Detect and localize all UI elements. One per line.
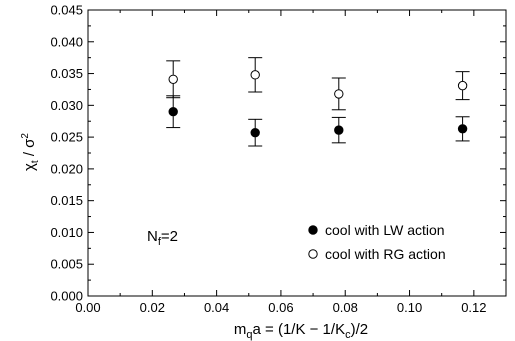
data-point <box>457 80 468 91</box>
data-point <box>457 124 468 134</box>
nf-annotation: Nf=2 <box>147 228 178 248</box>
data-point <box>168 106 178 117</box>
y-tick-label: 0.000 <box>50 289 83 304</box>
data-point <box>250 127 260 138</box>
y-tick-label: 0.020 <box>50 161 83 176</box>
x-tick-label: 0.12 <box>461 300 486 315</box>
legend-label-rg: cool with RG action <box>325 246 446 262</box>
x-axis-title: mqa = (1/K − 1/Kc)/2 <box>234 321 368 341</box>
x-tick-label: 0.02 <box>140 300 165 315</box>
x-tick-label: 0.08 <box>333 300 358 315</box>
data-point <box>250 70 260 80</box>
x-tick-label: 0.06 <box>268 300 293 315</box>
data-points <box>166 57 470 147</box>
ticks: 0.00 0.02 0.04 0.06 0.08 0.10 0.12 0.000 0.005 0.… <box>50 3 507 315</box>
x-tick-label: 0.10 <box>397 300 422 315</box>
x-tick-label: 0.00 <box>75 300 100 315</box>
data-point <box>168 74 178 84</box>
y-tick-label: 0.030 <box>50 98 83 113</box>
x-tick-label: 0.04 <box>204 300 229 315</box>
y-axis-title: χt / σ2 <box>20 133 41 171</box>
data-point <box>334 125 344 135</box>
y-tick-label: 0.010 <box>50 225 83 240</box>
y-tick-label: 0.045 <box>50 3 83 18</box>
y-tick-label: 0.040 <box>50 34 83 49</box>
y-tick-label: 0.005 <box>50 257 83 272</box>
legend-label-lw: cool with LW action <box>325 222 445 238</box>
legend-marker-lw <box>308 225 318 235</box>
legend: cool with LW action cool with RG action <box>308 222 446 262</box>
series-rg <box>166 57 470 111</box>
legend-marker-rg <box>308 249 318 259</box>
y-tick-label: 0.025 <box>50 130 83 145</box>
y-tick-label: 0.035 <box>50 66 83 81</box>
series-lw <box>166 95 470 147</box>
y-tick-label: 0.015 <box>50 193 83 208</box>
data-point <box>334 89 344 99</box>
